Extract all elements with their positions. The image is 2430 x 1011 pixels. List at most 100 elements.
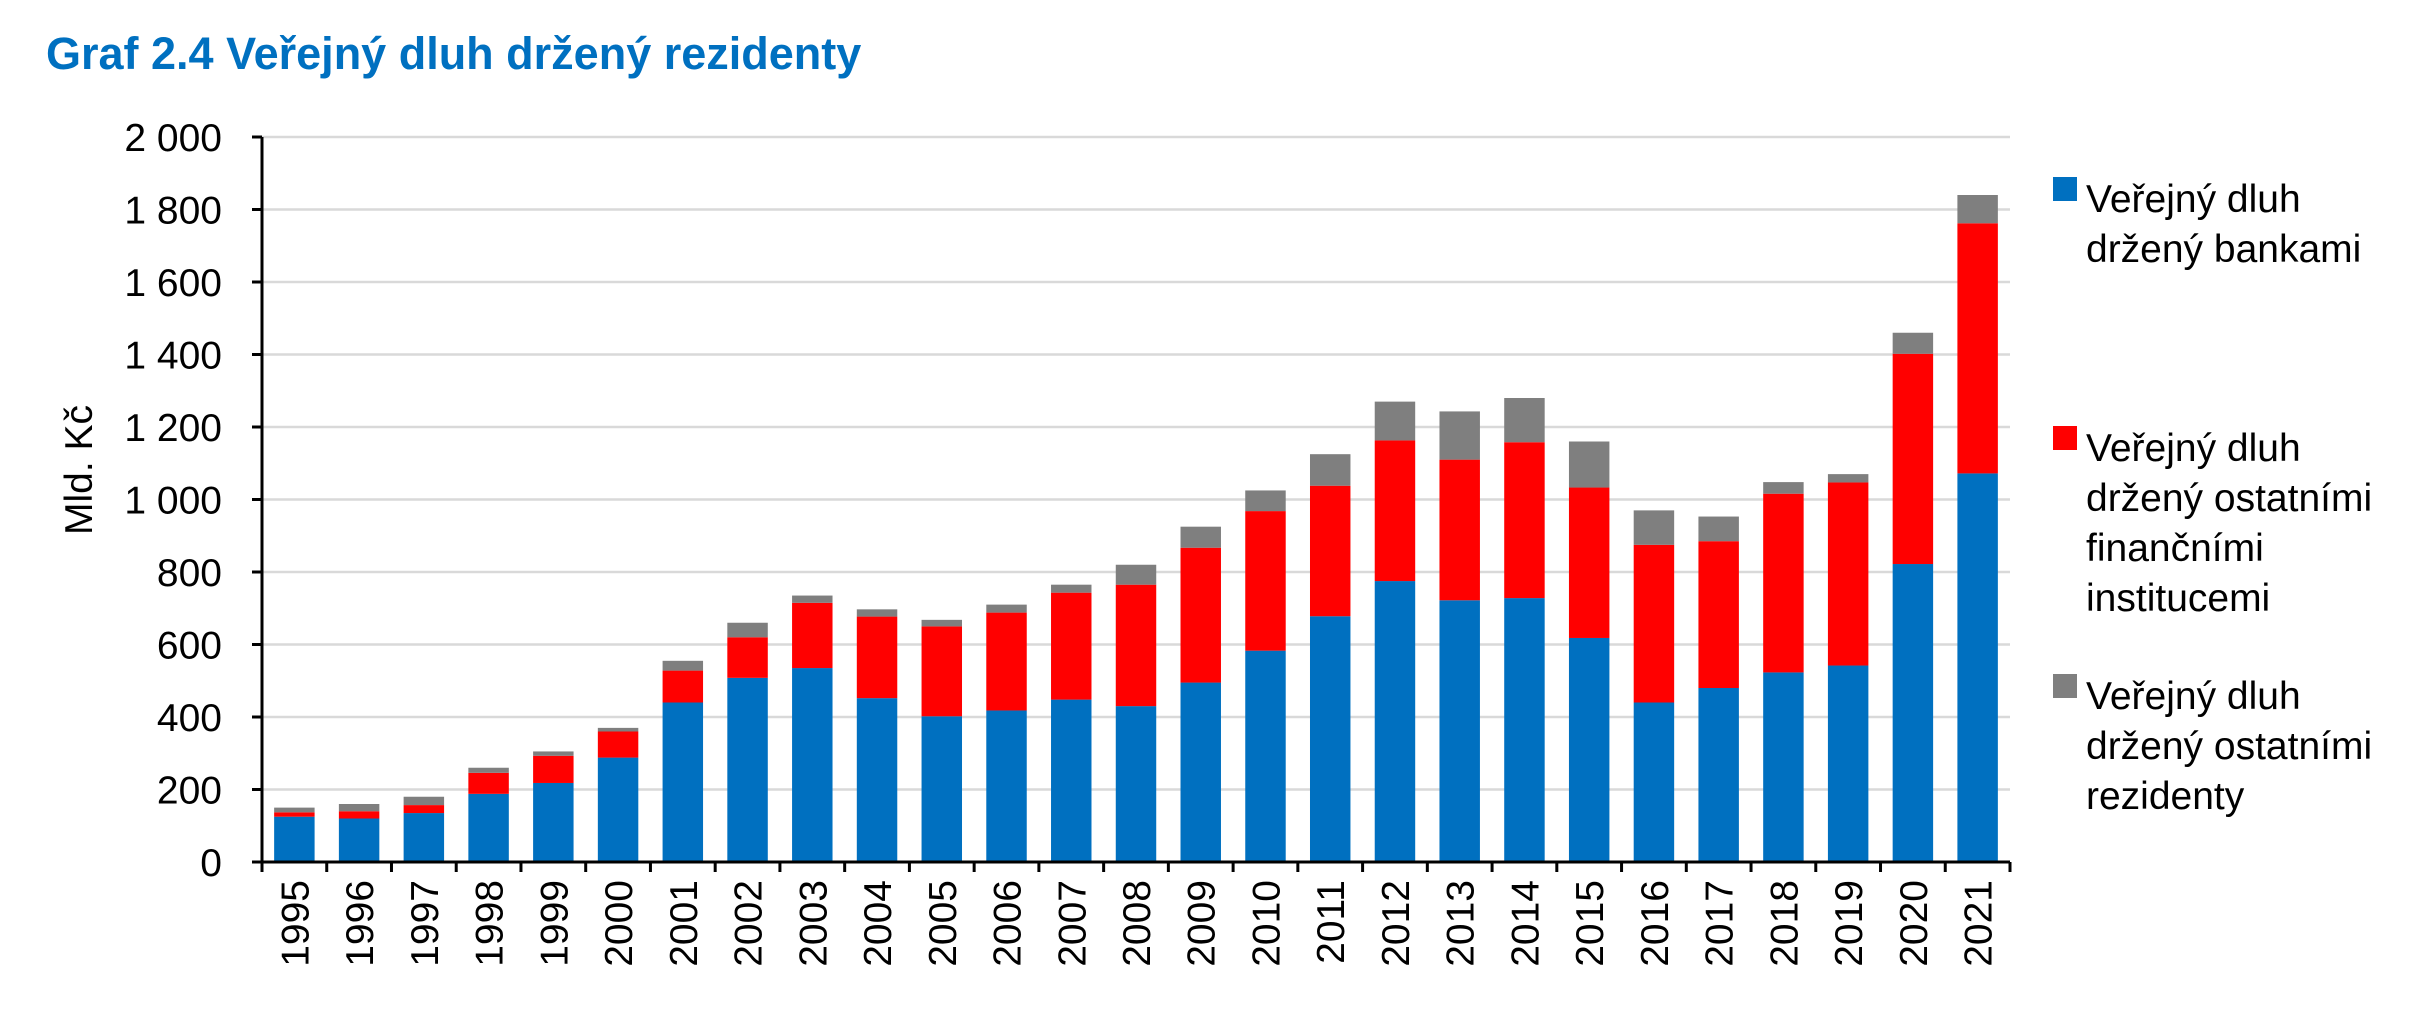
- bar-other-residents-2002: [727, 622, 768, 638]
- y-tick-label: 1 600: [124, 262, 222, 305]
- bars: [274, 195, 1998, 862]
- bar-banks-2014: [1504, 598, 1545, 862]
- bar-other-financial-2021: [1957, 223, 1998, 474]
- bar-other-residents-2011: [1309, 454, 1351, 486]
- bar-other-financial-2003: [792, 602, 833, 669]
- bar-banks-2018: [1763, 672, 1804, 862]
- bar-other-financial-2007: [1051, 592, 1092, 700]
- x-tick-labels: 1995 1996 1997 1998 1999 2000 2001 2002 2003 2004…: [274, 880, 2000, 967]
- x-tick-label: 2018: [1763, 880, 1806, 967]
- x-tick-label: 2002: [728, 880, 771, 967]
- bar-other-financial-2010: [1245, 511, 1286, 651]
- bar-other-residents-2017: [1698, 516, 1739, 542]
- x-tick-label: 2004: [857, 880, 900, 967]
- bar-other-residents-2004: [856, 609, 898, 617]
- bar-banks-2008: [1115, 706, 1157, 862]
- bar-banks-2011: [1309, 616, 1351, 862]
- bar-banks-2013: [1439, 600, 1480, 862]
- x-tick-label: 2009: [1181, 880, 1224, 967]
- bar-banks-2006: [986, 710, 1027, 862]
- x-tick-label: 2005: [922, 880, 965, 967]
- bar-banks-2002: [727, 677, 768, 862]
- bar-other-financial-2019: [1827, 482, 1869, 666]
- y-tick-labels: 0 200 400 600 800 1 000 1 200 1 400 1 600 1 800 2 …: [124, 117, 222, 885]
- bar-banks-2000: [597, 757, 639, 862]
- bar-other-residents-1995: [274, 807, 315, 813]
- y-tick-label: 1 000: [124, 480, 222, 523]
- bar-banks-2010: [1245, 650, 1286, 862]
- legend-item-banks: Veřejný dluh držený bankami: [2053, 177, 2361, 271]
- bar-other-residents-1996: [338, 804, 380, 812]
- bar-other-residents-2018: [1763, 482, 1804, 494]
- bar-other-financial-2009: [1180, 547, 1221, 683]
- legend-label-line: držený bankami: [2086, 228, 2361, 271]
- bar-banks-2005: [921, 716, 963, 862]
- x-tick-label: 2020: [1893, 880, 1936, 967]
- legend-swatch: [2053, 674, 2077, 698]
- bar-other-financial-2018: [1763, 493, 1804, 673]
- bar-banks-2004: [856, 698, 898, 862]
- bar-other-residents-2016: [1633, 510, 1675, 545]
- legend-swatch: [2053, 177, 2077, 201]
- legend-label-line: Veřejný dluh: [2086, 427, 2301, 470]
- bar-other-financial-1996: [338, 811, 380, 819]
- x-tick-label: 1999: [533, 880, 576, 967]
- bar-other-financial-2013: [1439, 459, 1480, 601]
- y-tick-label: 1 400: [124, 335, 222, 378]
- x-tick-label: 2001: [663, 880, 706, 967]
- bar-other-financial-1997: [403, 805, 445, 814]
- legend-label-line: Veřejný dluh: [2086, 675, 2301, 718]
- bar-other-financial-1995: [274, 812, 315, 817]
- y-tick-label: 800: [157, 552, 222, 595]
- bar-banks-2015: [1568, 637, 1610, 862]
- bar-other-residents-2008: [1115, 564, 1157, 585]
- bar-banks-2007: [1051, 699, 1092, 862]
- bar-other-residents-2007: [1051, 584, 1092, 593]
- bar-other-financial-2001: [662, 670, 704, 703]
- legend-label-line: Veřejný dluh: [2086, 178, 2301, 221]
- legend-swatch: [2053, 426, 2077, 450]
- bar-banks-2019: [1827, 665, 1869, 862]
- x-tick-label: 2000: [598, 880, 641, 967]
- bar-other-financial-2008: [1115, 584, 1157, 707]
- bar-other-residents-2020: [1892, 332, 1934, 354]
- bar-other-financial-1998: [468, 772, 509, 794]
- bar-other-residents-2003: [792, 595, 833, 603]
- bar-other-financial-2014: [1504, 442, 1545, 599]
- x-tick-label: 2021: [1958, 880, 2001, 967]
- bar-other-residents-2005: [921, 619, 963, 627]
- y-tick-label: 1 800: [124, 190, 222, 233]
- bar-other-residents-1999: [533, 751, 574, 756]
- bar-other-financial-1999: [533, 755, 574, 783]
- bar-banks-2020: [1892, 564, 1934, 862]
- x-tick-label: 1997: [404, 880, 447, 967]
- bar-other-financial-2011: [1309, 485, 1351, 617]
- legend-label-line: držený ostatními: [2086, 477, 2372, 520]
- bar-banks-2016: [1633, 702, 1675, 862]
- x-tick-label: 2012: [1375, 880, 1418, 967]
- x-tick-label: 1996: [339, 880, 382, 967]
- legend-label-line: držený ostatními: [2086, 725, 2372, 768]
- bar-banks-2012: [1374, 581, 1416, 862]
- bar-banks-2003: [792, 668, 833, 862]
- x-tick-label: 2019: [1828, 880, 1871, 967]
- y-axis-title: Mld. Kč: [58, 405, 101, 535]
- bar-other-residents-2001: [662, 660, 704, 671]
- bar-other-financial-2005: [921, 626, 963, 717]
- bar-banks-2001: [662, 702, 704, 862]
- bar-other-residents-2006: [986, 604, 1027, 613]
- legend-label-line: finančními: [2086, 527, 2264, 570]
- x-tick-label: 2007: [1051, 880, 1094, 967]
- bar-other-residents-2019: [1827, 474, 1869, 483]
- legend-label-line: rezidenty: [2086, 775, 2245, 818]
- bar-other-residents-2015: [1568, 441, 1610, 488]
- x-tick-label: 2003: [792, 880, 835, 967]
- axes: [252, 135, 2012, 872]
- x-tick-label: 2011: [1310, 880, 1353, 964]
- bar-banks-1997: [403, 813, 445, 862]
- bar-other-financial-2016: [1633, 544, 1675, 703]
- legend-label-line: institucemi: [2086, 577, 2270, 620]
- bar-banks-2021: [1957, 473, 1998, 862]
- bar-banks-1999: [533, 782, 574, 862]
- y-tick-label: 200: [157, 770, 222, 813]
